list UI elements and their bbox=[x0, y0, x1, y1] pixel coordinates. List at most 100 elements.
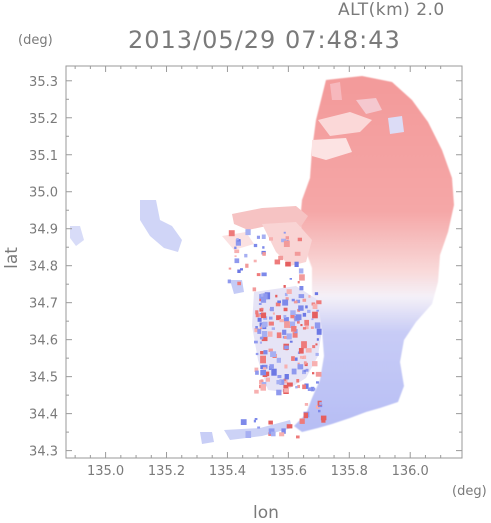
clutter-pixel bbox=[271, 368, 277, 376]
x-tick-label: 136.0 bbox=[392, 464, 429, 479]
clutter-pixel bbox=[307, 309, 311, 313]
clutter-pixel bbox=[291, 298, 295, 302]
clutter-pixel bbox=[234, 255, 237, 257]
clutter-pixels bbox=[227, 229, 327, 439]
clutter-pixel bbox=[318, 409, 321, 413]
clutter-pixel bbox=[276, 389, 282, 396]
clutter-pixel bbox=[257, 317, 262, 322]
clutter-pixel bbox=[269, 237, 273, 241]
clutter-pixel bbox=[240, 419, 247, 425]
clutter-pixel bbox=[281, 428, 286, 434]
clutter-pixel bbox=[304, 319, 309, 326]
clutter-pixel bbox=[284, 345, 289, 350]
clutter-pixel bbox=[262, 293, 268, 300]
clutter-pixel bbox=[315, 405, 320, 409]
clutter-pixel bbox=[301, 341, 307, 349]
clutter-pixel bbox=[262, 252, 266, 256]
clutter-pixel bbox=[269, 316, 273, 320]
clutter-pixel bbox=[263, 321, 268, 327]
clutter-pixel bbox=[290, 313, 295, 319]
clutter-pixel bbox=[227, 279, 231, 284]
clutter-pixel bbox=[283, 240, 290, 247]
clutter-pixel bbox=[284, 336, 288, 339]
clutter-pixel bbox=[245, 263, 249, 268]
clutter-pixel bbox=[283, 379, 288, 384]
clutter-pixel bbox=[235, 239, 241, 246]
clutter-pixel bbox=[305, 348, 312, 353]
clutter-pixel bbox=[297, 320, 300, 324]
clutter-pixel bbox=[303, 369, 306, 373]
clutter-pixel bbox=[234, 258, 240, 264]
clutter-pixel bbox=[305, 368, 309, 372]
clutter-pixel bbox=[258, 303, 262, 305]
clutter-pixel bbox=[316, 309, 319, 312]
clutter-pixel bbox=[315, 352, 319, 356]
clutter-pixel bbox=[265, 377, 270, 382]
clutter-pixel bbox=[228, 230, 235, 237]
clutter-pixel bbox=[268, 428, 275, 435]
clutter-pixel bbox=[296, 379, 300, 383]
y-tick-label: 34.4 bbox=[29, 408, 58, 423]
x-axis-title: lon bbox=[253, 503, 279, 523]
clutter-pixel bbox=[289, 340, 293, 343]
clutter-pixel bbox=[257, 426, 261, 429]
clutter-pixel bbox=[282, 299, 289, 306]
echo-patch bbox=[330, 82, 342, 100]
clutter-pixel bbox=[284, 374, 289, 380]
clutter-pixel bbox=[321, 419, 326, 423]
clutter-pixel bbox=[286, 424, 293, 429]
clutter-pixel bbox=[285, 261, 291, 267]
clutter-pixel bbox=[316, 338, 319, 341]
clutter-pixel bbox=[274, 259, 281, 265]
clutter-pixel bbox=[308, 295, 311, 298]
clutter-pixel bbox=[284, 321, 290, 328]
clutter-pixel bbox=[275, 302, 281, 307]
clutter-pixel bbox=[240, 268, 243, 271]
clutter-pixel bbox=[314, 292, 319, 296]
clutter-pixel bbox=[316, 328, 322, 335]
clutter-pixel bbox=[234, 246, 237, 249]
clutter-pixel bbox=[298, 268, 304, 274]
clutter-pixel bbox=[276, 315, 281, 321]
echo-patch bbox=[312, 138, 352, 160]
clutter-pixel bbox=[311, 318, 314, 321]
clutter-pixel bbox=[305, 305, 308, 309]
clutter-pixel bbox=[260, 293, 264, 297]
clutter-pixel bbox=[268, 321, 274, 326]
clutter-pixel bbox=[261, 272, 267, 277]
clutter-pixel bbox=[244, 253, 248, 258]
clutter-pixel bbox=[290, 310, 296, 315]
clutter-pixel bbox=[257, 328, 262, 334]
clutter-pixel bbox=[255, 310, 259, 315]
clutter-pixel bbox=[267, 331, 273, 337]
clutter-pixel bbox=[284, 364, 288, 369]
clutter-pixel bbox=[256, 273, 261, 277]
y-tick-label: 34.6 bbox=[29, 334, 58, 349]
clutter-pixel bbox=[260, 384, 266, 391]
clutter-pixel bbox=[305, 326, 309, 330]
clutter-pixel bbox=[312, 303, 318, 309]
clutter-pixel bbox=[276, 332, 282, 339]
clutter-pixel bbox=[234, 249, 240, 254]
clutter-pixel bbox=[302, 298, 307, 302]
y-tick-label: 35.1 bbox=[29, 149, 58, 164]
clutter-pixel bbox=[297, 384, 300, 389]
clutter-pixel bbox=[299, 286, 304, 291]
clutter-pixel bbox=[255, 326, 258, 329]
clutter-pixel bbox=[262, 373, 268, 377]
clutter-pixel bbox=[283, 384, 288, 389]
axis-ticks bbox=[66, 66, 462, 458]
clutter-pixel bbox=[297, 281, 300, 284]
y-tick-label: 34.8 bbox=[29, 260, 58, 275]
clutter-pixel bbox=[295, 314, 302, 321]
clutter-pixel bbox=[259, 308, 264, 312]
clutter-pixel bbox=[283, 315, 287, 318]
clutter-pixel bbox=[269, 364, 274, 369]
clutter-pixel bbox=[295, 385, 298, 389]
clutter-pixel bbox=[255, 370, 259, 375]
clutter-pixel bbox=[254, 328, 259, 333]
echo-region-west bbox=[200, 432, 214, 444]
clutter-pixel bbox=[289, 321, 296, 328]
y-tick-label: 34.3 bbox=[29, 445, 58, 460]
clutter-pixel bbox=[271, 431, 276, 437]
